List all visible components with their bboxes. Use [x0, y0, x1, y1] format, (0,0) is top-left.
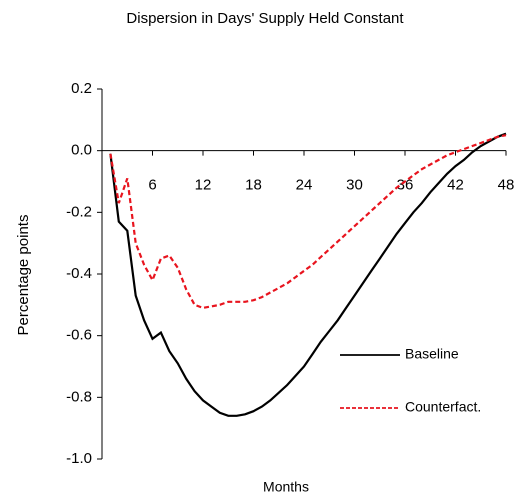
y-tick-label: -0.4 — [66, 265, 92, 282]
x-tick-label: 36 — [397, 177, 414, 194]
y-axis-label: Percentage points — [15, 215, 32, 336]
x-tick-label: 48 — [498, 177, 515, 194]
x-tick-label: 6 — [148, 177, 156, 194]
y-tick-label: 0.0 — [71, 142, 92, 159]
x-tick-label: 18 — [245, 177, 262, 194]
legend-label: Baseline — [405, 346, 459, 362]
y-tick-label: -0.6 — [66, 327, 92, 344]
series-line — [109, 132, 507, 417]
x-tick-label: 30 — [346, 177, 363, 194]
x-tick-label: 24 — [296, 177, 313, 194]
legend-label: Counterfact. — [405, 399, 481, 415]
y-tick-label: -1.0 — [66, 450, 92, 467]
y-tick-label: -0.2 — [66, 203, 92, 220]
y-tick-label: 0.2 — [71, 80, 92, 97]
x-tick-label: 42 — [447, 177, 464, 194]
y-tick-label: -0.8 — [66, 388, 92, 405]
chart-title: Dispersion in Days' Supply Held Constant — [126, 10, 404, 27]
series-line — [109, 134, 507, 310]
x-tick-label: 12 — [195, 177, 212, 194]
x-axis-label: Months — [263, 479, 309, 495]
